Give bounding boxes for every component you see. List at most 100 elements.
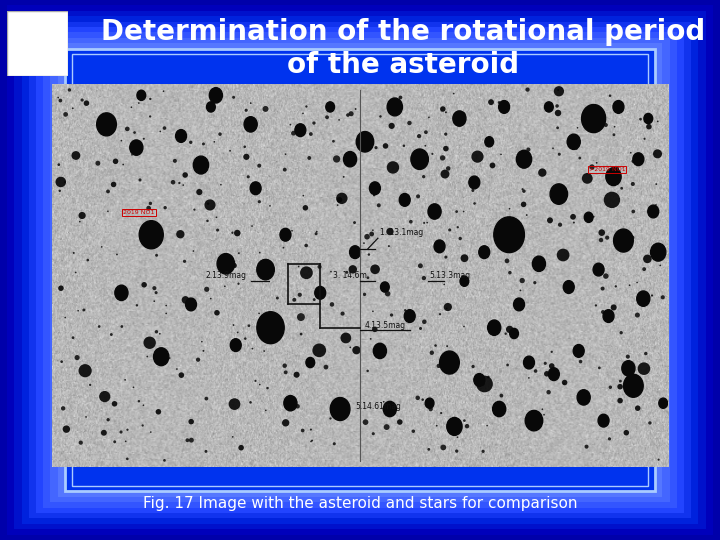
Point	[262, 384, 274, 393]
Point	[189, 205, 200, 214]
Point	[568, 218, 580, 227]
Point	[201, 394, 212, 403]
Point	[444, 226, 456, 234]
Point	[99, 392, 110, 401]
Circle shape	[411, 149, 428, 170]
Point	[301, 102, 312, 111]
Circle shape	[516, 150, 531, 168]
Point	[472, 152, 483, 161]
Point	[253, 198, 265, 206]
Point	[430, 341, 441, 350]
Point	[280, 234, 292, 242]
Point	[340, 334, 351, 342]
Point	[59, 178, 71, 186]
Point	[279, 361, 290, 370]
Circle shape	[193, 156, 209, 174]
Point	[111, 250, 122, 259]
Circle shape	[532, 256, 546, 272]
Circle shape	[603, 309, 614, 322]
Point	[338, 173, 349, 181]
Point	[559, 379, 570, 388]
Point	[379, 141, 391, 150]
Point	[643, 123, 654, 131]
Point	[76, 96, 88, 104]
Point	[624, 235, 635, 244]
Circle shape	[485, 137, 494, 147]
Point	[413, 132, 425, 140]
Point	[67, 104, 78, 113]
Point	[293, 262, 305, 271]
Point	[614, 382, 626, 391]
Point	[228, 261, 240, 270]
Point	[539, 410, 550, 419]
Circle shape	[387, 98, 402, 116]
Point	[621, 428, 632, 437]
Point	[605, 383, 616, 391]
Point	[63, 86, 75, 94]
Circle shape	[593, 263, 604, 276]
Point	[73, 306, 84, 315]
Point	[60, 110, 71, 119]
Point	[523, 145, 534, 154]
Point	[608, 131, 620, 139]
Point	[420, 128, 432, 137]
Point	[591, 159, 603, 167]
Point	[440, 108, 451, 117]
Point	[418, 318, 430, 326]
Point	[642, 254, 653, 263]
Point	[654, 261, 666, 270]
Point	[495, 392, 507, 400]
Point	[467, 186, 479, 195]
Circle shape	[404, 309, 415, 322]
Bar	[65, 49, 655, 491]
Circle shape	[474, 374, 485, 386]
Circle shape	[563, 281, 575, 293]
Point	[341, 268, 353, 276]
Circle shape	[295, 124, 306, 137]
Circle shape	[492, 401, 505, 417]
Point	[155, 127, 166, 136]
Point	[382, 289, 393, 298]
Point	[639, 134, 650, 143]
Point	[138, 134, 150, 143]
Point	[171, 364, 183, 373]
Point	[438, 280, 450, 289]
Circle shape	[584, 212, 593, 222]
Point	[501, 256, 513, 265]
Point	[362, 367, 374, 375]
Point	[543, 388, 554, 396]
Circle shape	[369, 182, 380, 194]
Circle shape	[636, 291, 650, 306]
Point	[359, 239, 370, 247]
Point	[300, 241, 312, 250]
Point	[232, 229, 243, 238]
Circle shape	[567, 134, 580, 150]
Point	[571, 145, 582, 153]
Point	[590, 301, 602, 310]
Point	[82, 256, 94, 265]
Point	[328, 137, 339, 146]
Point	[122, 426, 133, 434]
Point	[462, 422, 473, 430]
Point	[504, 205, 516, 213]
Point	[79, 366, 91, 375]
Point	[574, 154, 585, 163]
Bar	[65, 49, 655, 491]
Point	[350, 105, 361, 113]
Point	[192, 355, 204, 364]
Point	[245, 398, 256, 407]
Point	[227, 433, 238, 441]
Circle shape	[577, 390, 590, 405]
Point	[363, 250, 374, 259]
Point	[457, 110, 469, 119]
Point	[120, 375, 131, 384]
Point	[164, 354, 176, 362]
Point	[145, 112, 156, 121]
Point	[595, 236, 607, 245]
Point	[202, 217, 213, 225]
Point	[144, 339, 156, 347]
Point	[240, 152, 252, 161]
Point	[625, 148, 636, 157]
Circle shape	[651, 243, 666, 261]
Point	[608, 303, 619, 312]
